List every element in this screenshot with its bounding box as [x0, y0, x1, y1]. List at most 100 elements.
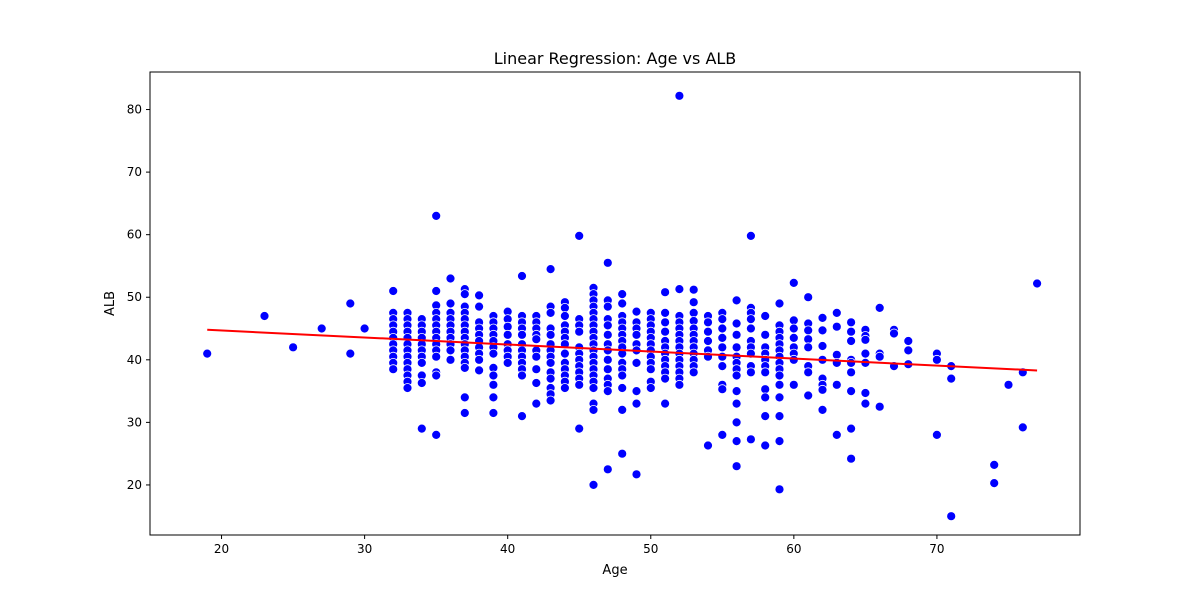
data-point	[788, 323, 799, 334]
data-point	[531, 334, 542, 345]
x-tick-label: 50	[643, 542, 658, 556]
data-point	[588, 479, 599, 490]
data-point	[431, 351, 442, 362]
data-point	[846, 326, 856, 337]
data-point	[545, 329, 556, 340]
data-point	[531, 351, 542, 362]
data-point	[874, 401, 885, 412]
data-point	[889, 328, 899, 339]
data-point	[502, 321, 513, 332]
data-point	[774, 436, 785, 447]
data-point	[760, 311, 771, 321]
data-point	[588, 383, 599, 393]
data-point	[731, 329, 742, 340]
data-point	[674, 284, 685, 295]
data-point	[703, 326, 713, 337]
data-point	[760, 329, 771, 340]
data-point	[345, 298, 356, 309]
data-point	[545, 307, 556, 318]
chart-title: Linear Regression: Age vs ALB	[494, 49, 737, 68]
data-point	[488, 379, 499, 390]
data-point	[831, 307, 842, 318]
data-point	[416, 378, 427, 388]
data-point	[1017, 422, 1028, 433]
data-point	[717, 384, 728, 395]
data-point	[703, 440, 713, 451]
data-point	[774, 298, 785, 309]
data-point	[445, 354, 456, 365]
data-point	[660, 326, 670, 337]
data-point	[1032, 278, 1042, 289]
data-point	[645, 364, 656, 375]
data-point	[731, 295, 742, 306]
y-tick-label: 70	[127, 165, 142, 179]
data-point	[731, 436, 742, 447]
data-point	[846, 357, 856, 368]
data-point	[788, 332, 799, 343]
x-tick-label: 70	[929, 542, 944, 556]
data-point	[288, 342, 299, 353]
y-tick-label: 40	[127, 353, 142, 367]
data-point	[717, 332, 728, 343]
data-point	[660, 287, 670, 298]
data-point	[602, 464, 613, 475]
data-point	[803, 342, 814, 353]
data-point	[474, 290, 485, 301]
data-point	[517, 329, 527, 340]
y-axis-label: ALB	[103, 291, 118, 316]
data-point	[574, 423, 585, 434]
data-point	[474, 301, 485, 312]
data-point	[903, 345, 914, 356]
data-point	[459, 289, 470, 300]
data-point	[345, 348, 356, 359]
data-point	[259, 311, 270, 321]
data-point	[989, 478, 1000, 489]
data-point	[631, 386, 642, 397]
data-point	[874, 351, 885, 362]
regression-line	[207, 328, 1038, 372]
data-point	[731, 370, 742, 381]
data-point	[746, 323, 756, 334]
data-point	[459, 362, 470, 373]
x-tick-label: 20	[214, 542, 229, 556]
data-point	[717, 323, 728, 334]
data-point	[502, 329, 513, 340]
data-point	[545, 264, 556, 275]
data-point	[831, 379, 842, 390]
data-point	[359, 323, 370, 334]
y-axis: 20 30 40 50 60 70 80	[127, 103, 150, 492]
data-point	[860, 388, 871, 398]
data-point	[946, 373, 957, 384]
data-point	[688, 307, 699, 318]
data-point	[602, 386, 613, 397]
data-point	[803, 367, 814, 378]
data-point	[459, 392, 470, 403]
data-point	[531, 364, 542, 375]
data-point	[617, 448, 628, 459]
y-tick-label: 20	[127, 478, 142, 492]
data-point	[574, 379, 585, 390]
data-point	[817, 384, 828, 395]
data-point	[631, 357, 642, 368]
data-point	[760, 392, 771, 403]
data-point	[474, 354, 485, 365]
data-point	[817, 404, 828, 415]
data-point	[703, 317, 713, 328]
data-point	[202, 348, 213, 359]
data-point	[416, 357, 427, 368]
data-point	[602, 354, 613, 365]
data-point	[831, 349, 842, 360]
data-point	[717, 342, 728, 353]
data-point	[774, 484, 785, 495]
data-point	[488, 392, 499, 403]
data-point	[502, 357, 513, 368]
data-point	[602, 320, 613, 331]
data-point	[388, 286, 399, 296]
data-point	[774, 379, 785, 390]
data-point	[746, 434, 756, 445]
data-point	[817, 312, 828, 323]
plot-area-frame	[149, 71, 1081, 536]
data-point	[846, 336, 856, 346]
data-point	[846, 317, 856, 328]
data-point	[731, 461, 742, 472]
